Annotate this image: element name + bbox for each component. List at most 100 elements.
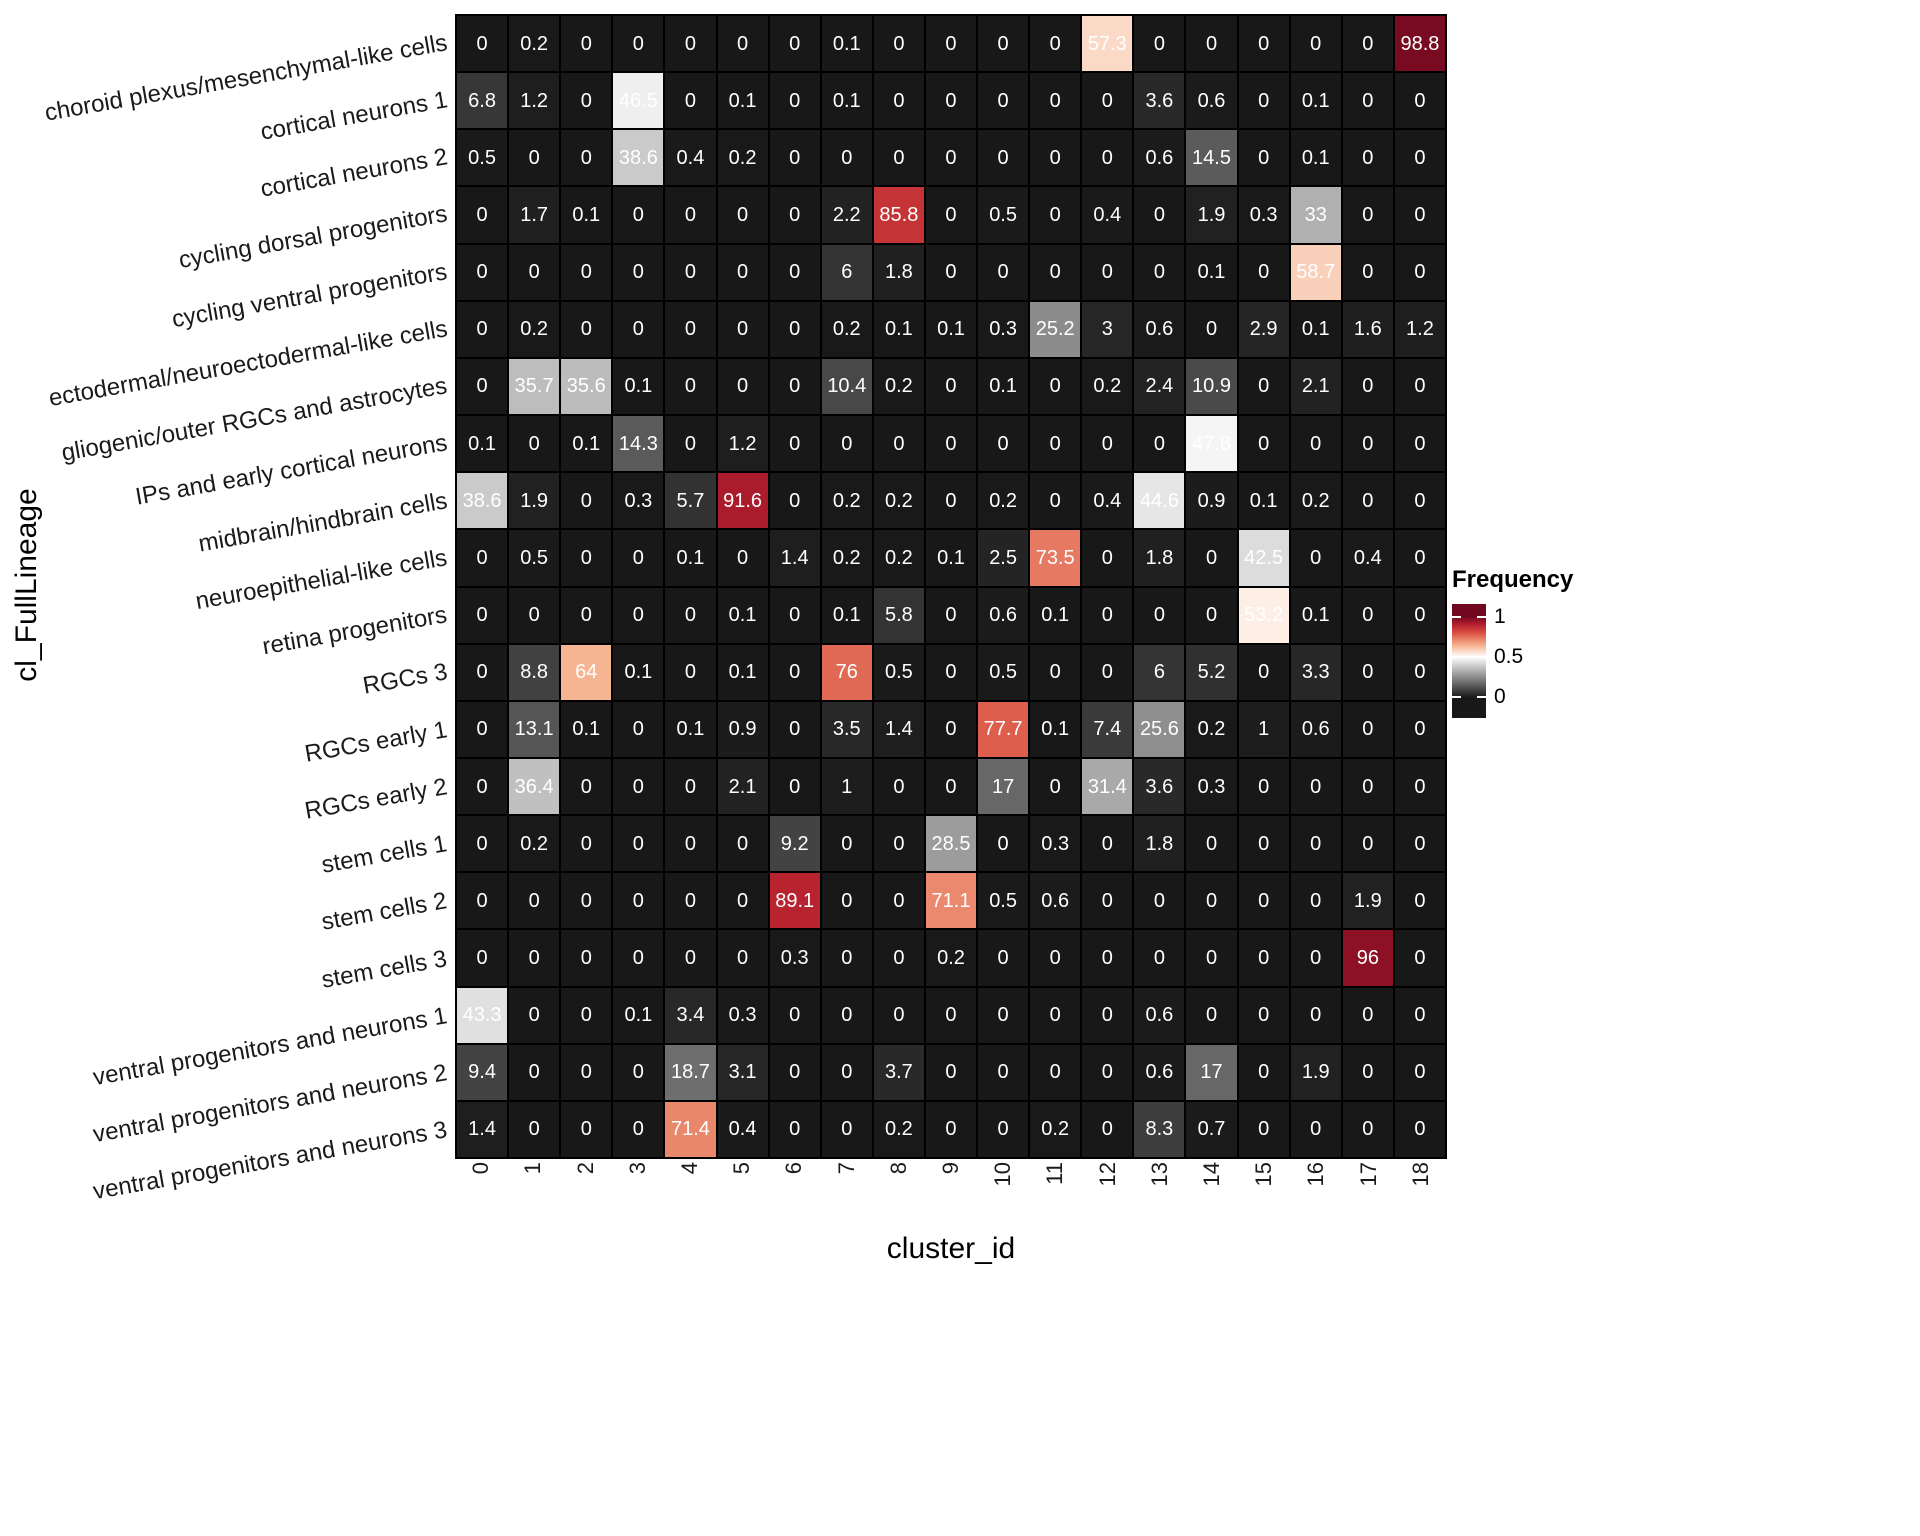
heatmap-cell: 0.2 (1186, 701, 1237, 757)
heatmap-cell: 1.4 (873, 701, 924, 757)
heatmap-cell: 0 (717, 16, 768, 72)
heatmap-cell: 0 (1394, 130, 1445, 186)
heatmap-cell: 0 (873, 758, 924, 815)
heatmap-cell: 0.6 (1134, 1044, 1185, 1100)
heatmap-cell: 0 (821, 416, 872, 472)
heatmap-cell: 76 (821, 644, 872, 700)
heatmap-cell: 46.5 (613, 73, 664, 129)
heatmap-cell: 8.3 (1134, 1101, 1185, 1157)
x-axis-label: 13 (1146, 1162, 1172, 1187)
heatmap-cell: 0 (457, 873, 508, 929)
heatmap-cell: 0 (873, 816, 924, 872)
heatmap-cell: 0 (821, 930, 872, 986)
heatmap-cell: 89.1 (769, 873, 820, 929)
heatmap-cell: 1.9 (1290, 1044, 1341, 1100)
heatmap-cell: 0.7 (1186, 1101, 1237, 1157)
heatmap-cell: 0 (457, 530, 508, 586)
heatmap-cell: 0 (613, 1101, 664, 1157)
heatmap-cell: 0.2 (1030, 1101, 1081, 1157)
heatmap-cell: 58.7 (1290, 244, 1341, 300)
heatmap-cell: 0 (925, 644, 977, 700)
heatmap-cell: 0 (1030, 1044, 1081, 1100)
x-axis-label: 6 (781, 1162, 807, 1175)
heatmap-cell: 64 (561, 644, 612, 700)
heatmap-cell: 0 (665, 816, 716, 872)
heatmap-cell: 0.1 (613, 987, 664, 1043)
heatmap-cell: 0.6 (1030, 873, 1081, 929)
heatmap-cell: 3.3 (1290, 644, 1341, 700)
heatmap-cell: 0 (613, 701, 664, 757)
heatmap-cell: 3.4 (665, 987, 716, 1043)
heatmap-cell: 0 (873, 873, 924, 929)
heatmap-cell: 98.8 (1394, 16, 1445, 72)
heatmap-cell: 0 (1238, 987, 1289, 1043)
heatmap-cell: 0 (613, 930, 664, 986)
heatmap-cell: 3.1 (717, 1044, 768, 1100)
heatmap-cell: 0 (978, 416, 1029, 472)
heatmap-cell: 0.3 (978, 301, 1029, 357)
heatmap-cell: 0 (561, 73, 612, 129)
heatmap-cell: 0 (1290, 530, 1341, 586)
heatmap-cell: 10.4 (821, 358, 872, 415)
heatmap-cell: 35.6 (561, 358, 612, 415)
heatmap-cell: 0.2 (978, 473, 1029, 529)
y-axis-label: stem cells 2 (319, 887, 450, 937)
heatmap-cell: 0.1 (925, 530, 977, 586)
heatmap-cell: 0 (457, 930, 508, 986)
heatmap-cell: 0 (717, 816, 768, 872)
heatmap-cell: 13.1 (509, 701, 560, 757)
heatmap-cell: 0 (978, 930, 1029, 986)
heatmap-cell: 0 (769, 644, 820, 700)
heatmap-cell: 71.1 (925, 873, 977, 929)
heatmap-cell: 0 (613, 16, 664, 72)
heatmap-cell: 0 (1394, 587, 1445, 643)
heatmap-cell: 73.5 (1030, 530, 1081, 586)
heatmap-cell: 0.1 (1290, 301, 1341, 357)
x-axis-label: 14 (1199, 1162, 1225, 1187)
heatmap-cell: 0 (1082, 987, 1133, 1043)
heatmap-cell: 0.2 (509, 816, 560, 872)
heatmap-cell: 0 (1394, 73, 1445, 129)
heatmap-cell: 2.1 (1290, 358, 1341, 415)
heatmap-cell: 35.7 (509, 358, 560, 415)
heatmap-cell: 0.5 (509, 530, 560, 586)
heatmap-cell: 44.6 (1134, 473, 1185, 529)
heatmap-cell: 0.1 (821, 16, 872, 72)
heatmap-cell: 0.1 (821, 587, 872, 643)
y-axis-label: neuroepithelial-like cells (193, 544, 450, 615)
heatmap-cell: 0 (665, 16, 716, 72)
heatmap-cell: 2.4 (1134, 358, 1185, 415)
heatmap-cell: 0 (925, 1101, 977, 1157)
heatmap-cell: 0.2 (1082, 358, 1133, 415)
heatmap-cell: 1.4 (769, 530, 820, 586)
heatmap-cell: 0 (561, 301, 612, 357)
heatmap-cell: 0 (1134, 930, 1185, 986)
heatmap-cell: 0 (1082, 644, 1133, 700)
heatmap-cell: 0 (1342, 701, 1393, 757)
heatmap-cell: 0 (561, 930, 612, 986)
heatmap-cell: 0 (821, 987, 872, 1043)
heatmap-cell: 0.4 (665, 130, 716, 186)
heatmap-cell: 18.7 (665, 1044, 716, 1100)
heatmap-cell: 0 (925, 358, 977, 415)
heatmap-cell: 0 (1394, 416, 1445, 472)
heatmap-cell: 0 (769, 73, 820, 129)
heatmap-cell: 0 (978, 987, 1029, 1043)
heatmap-cell: 0 (1030, 358, 1081, 415)
heatmap-cell: 0.2 (821, 473, 872, 529)
heatmap-cell: 0 (1082, 1101, 1133, 1157)
heatmap-cell: 0 (1342, 1101, 1393, 1157)
legend-tick-mark (1477, 615, 1486, 618)
heatmap-cell: 0 (561, 987, 612, 1043)
heatmap-cell: 0 (717, 244, 768, 300)
heatmap-cell: 0 (717, 301, 768, 357)
heatmap-cell: 0 (561, 873, 612, 929)
y-axis-title: cl_FullLineage (10, 488, 43, 682)
heatmap-cell: 0 (769, 416, 820, 472)
heatmap-cell: 0 (1394, 644, 1445, 700)
heatmap-cell: 0 (821, 130, 872, 186)
heatmap-cell: 0.2 (873, 530, 924, 586)
heatmap-cell: 0 (1030, 930, 1081, 986)
heatmap-cell: 0 (1394, 758, 1445, 815)
heatmap-cell: 0 (1394, 1044, 1445, 1100)
